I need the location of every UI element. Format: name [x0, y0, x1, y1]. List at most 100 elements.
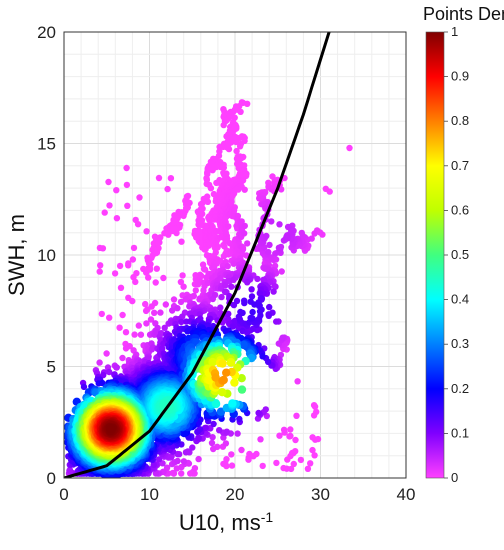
data-point: [214, 243, 221, 250]
data-point: [151, 309, 158, 316]
data-point: [186, 199, 193, 207]
data-point: [167, 175, 175, 182]
data-point: [207, 185, 215, 192]
data-point: [97, 262, 104, 269]
data-point: [257, 436, 264, 443]
data-point: [289, 449, 296, 457]
data-point: [178, 470, 185, 477]
data-point: [226, 358, 236, 367]
data-point: [117, 284, 125, 291]
data-point: [161, 324, 168, 331]
data-point: [237, 374, 246, 383]
data-point: [268, 218, 275, 225]
data-point: [228, 283, 235, 290]
data-point: [201, 266, 209, 273]
data-point: [113, 215, 121, 222]
data-point: [113, 364, 121, 371]
data-point: [169, 469, 177, 477]
data-point: [310, 402, 318, 409]
data-point: [225, 310, 232, 318]
data-point: [194, 428, 201, 435]
data-point: [265, 248, 272, 256]
data-point: [259, 353, 266, 360]
data-point: [244, 279, 251, 286]
data-point: [278, 268, 285, 275]
data-point: [169, 307, 176, 314]
data-point: [143, 320, 150, 327]
data-point: [195, 434, 202, 441]
data-point: [219, 375, 228, 385]
data-point: [218, 388, 227, 397]
data-point: [229, 323, 236, 330]
data-point: [186, 303, 193, 310]
data-point: [241, 222, 248, 230]
data-point: [199, 205, 206, 212]
data-point: [131, 331, 138, 338]
data-point: [130, 244, 138, 252]
data-point: [208, 358, 217, 367]
data-point: [111, 270, 119, 277]
data-point: [273, 459, 280, 467]
data-point: [225, 315, 232, 323]
data-point: [251, 301, 258, 308]
data-point: [106, 202, 113, 209]
data-point: [209, 434, 216, 441]
data-point: [125, 262, 132, 269]
data-point: [122, 329, 130, 336]
data-point: [233, 147, 240, 155]
data-point: [191, 465, 199, 472]
data-point: [239, 309, 246, 317]
data-point: [255, 409, 262, 417]
data-point: [220, 460, 227, 468]
data-point: [96, 359, 103, 366]
data-point: [211, 373, 220, 382]
data-point: [263, 232, 270, 240]
data-point: [278, 186, 285, 193]
data-point: [244, 240, 251, 247]
data-point: [241, 186, 248, 193]
data-point: [155, 456, 163, 463]
data-point: [235, 186, 242, 193]
data-point: [253, 450, 260, 458]
data-point: [230, 378, 239, 387]
data-point: [233, 297, 241, 305]
data-point: [164, 185, 171, 193]
data-point: [310, 412, 318, 419]
data-point: [198, 272, 205, 280]
data-point: [157, 309, 164, 316]
data-point: [277, 243, 285, 251]
data-point: [208, 439, 216, 447]
data-point: [241, 230, 248, 237]
data-point: [231, 317, 239, 325]
data-point: [105, 178, 112, 186]
data-point: [210, 420, 217, 428]
data-point: [220, 434, 227, 441]
data-point: [136, 194, 143, 201]
data-point: [218, 293, 225, 301]
data-point: [220, 164, 227, 171]
data-point: [279, 334, 286, 341]
data-point: [294, 378, 301, 385]
data-point: [237, 385, 247, 394]
data-point: [216, 427, 223, 434]
data-point: [230, 260, 237, 267]
data-point: [266, 241, 273, 249]
data-point: [232, 138, 240, 146]
data-point: [210, 445, 217, 453]
data-point: [155, 174, 163, 182]
data-point: [126, 343, 133, 350]
data-point: [182, 449, 190, 456]
data-point: [123, 181, 131, 189]
data-point: [153, 265, 160, 272]
data-point: [283, 233, 290, 241]
data-point: [241, 299, 248, 307]
data-point: [220, 121, 227, 129]
data-point: [217, 304, 224, 311]
data-point: [236, 143, 244, 150]
data-point: [234, 430, 241, 437]
data-point: [134, 221, 142, 228]
data-point: [248, 286, 255, 293]
data-point: [309, 446, 316, 454]
data-point: [204, 193, 211, 200]
